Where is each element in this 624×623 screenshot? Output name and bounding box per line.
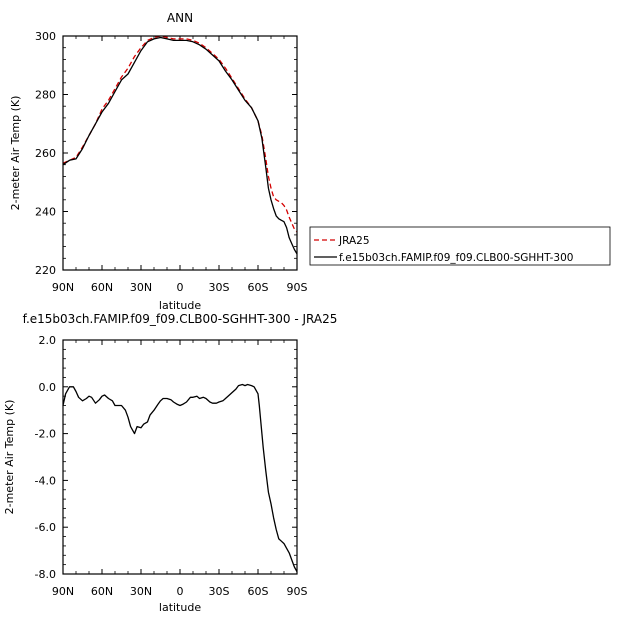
top-x-tick-label: 30S <box>209 281 230 294</box>
top-series-line-1 <box>62 36 298 255</box>
bottom-y-tick-label: 0.0 <box>39 381 57 394</box>
bottom-x-tick-label: 30S <box>209 585 230 598</box>
legend-label-model: f.e15b03ch.FAMIP.f09_f09.CLB00-SGHHT-300 <box>339 252 573 264</box>
bottom-y-tick-label: -2.0 <box>35 428 56 441</box>
bottom-x-tick-label: 60S <box>248 585 269 598</box>
bottom-panel: f.e15b03ch.FAMIP.f09_f09.CLB00-SGHHT-300… <box>3 312 337 614</box>
bottom-series-line-0 <box>62 383 298 573</box>
top-plot-frame <box>62 35 298 271</box>
top-y-axis-label: 2-meter Air Temp (K) <box>9 96 22 211</box>
top-series-lines <box>62 35 298 255</box>
bottom-plot-frame <box>62 339 298 575</box>
bottom-x-tick-label: 30N <box>130 585 152 598</box>
bottom-series-lines <box>62 383 298 573</box>
legend: JRA25 f.e15b03ch.FAMIP.f09_f09.CLB00-SGH… <box>309 226 611 266</box>
bottom-y-axis-label: 2-meter Air Temp (K) <box>3 400 16 515</box>
top-y-tick-label: 240 <box>35 206 56 219</box>
bottom-x-tick-label: 90S <box>287 585 308 598</box>
top-x-tick-label: 0 <box>177 281 184 294</box>
top-x-tick-label: 90S <box>287 281 308 294</box>
top-series-line-0 <box>62 35 298 233</box>
bottom-x-tick-label: 90N <box>52 585 74 598</box>
legend-box <box>309 226 611 266</box>
top-y-tick-label: 280 <box>35 89 56 102</box>
top-chart-title: ANN <box>167 11 193 25</box>
legend-label-jra25: JRA25 <box>338 235 370 247</box>
top-x-tick-label: 90N <box>52 281 74 294</box>
bottom-axis-ticks: 90N 60N 30N 0 30S 60S 90S 2.0 0.0 -2.0 -4.0 -6.0 -8.… <box>35 334 308 598</box>
bottom-chart-title: f.e15b03ch.FAMIP.f09_f09.CLB00-SGHHT-300… <box>23 312 338 326</box>
bottom-x-tick-label: 0 <box>177 585 184 598</box>
top-y-tick-label: 300 <box>35 30 56 43</box>
top-x-tick-label: 60N <box>91 281 113 294</box>
top-y-tick-label: 260 <box>35 147 56 160</box>
bottom-x-axis-label: latitude <box>159 601 201 614</box>
top-x-tick-label: 60S <box>248 281 269 294</box>
bottom-y-tick-label: -8.0 <box>35 568 56 581</box>
bottom-y-tick-label: -4.0 <box>35 474 56 487</box>
top-panel: ANN 2-meter Air Temp (K) latitude 90N 60N… <box>9 11 308 312</box>
bottom-x-tick-label: 60N <box>91 585 113 598</box>
top-x-tick-label: 30N <box>130 281 152 294</box>
top-x-axis-label: latitude <box>159 299 201 312</box>
top-y-tick-label: 220 <box>35 264 56 277</box>
bottom-y-tick-label: 2.0 <box>39 334 57 347</box>
bottom-y-tick-label: -6.0 <box>35 521 56 534</box>
